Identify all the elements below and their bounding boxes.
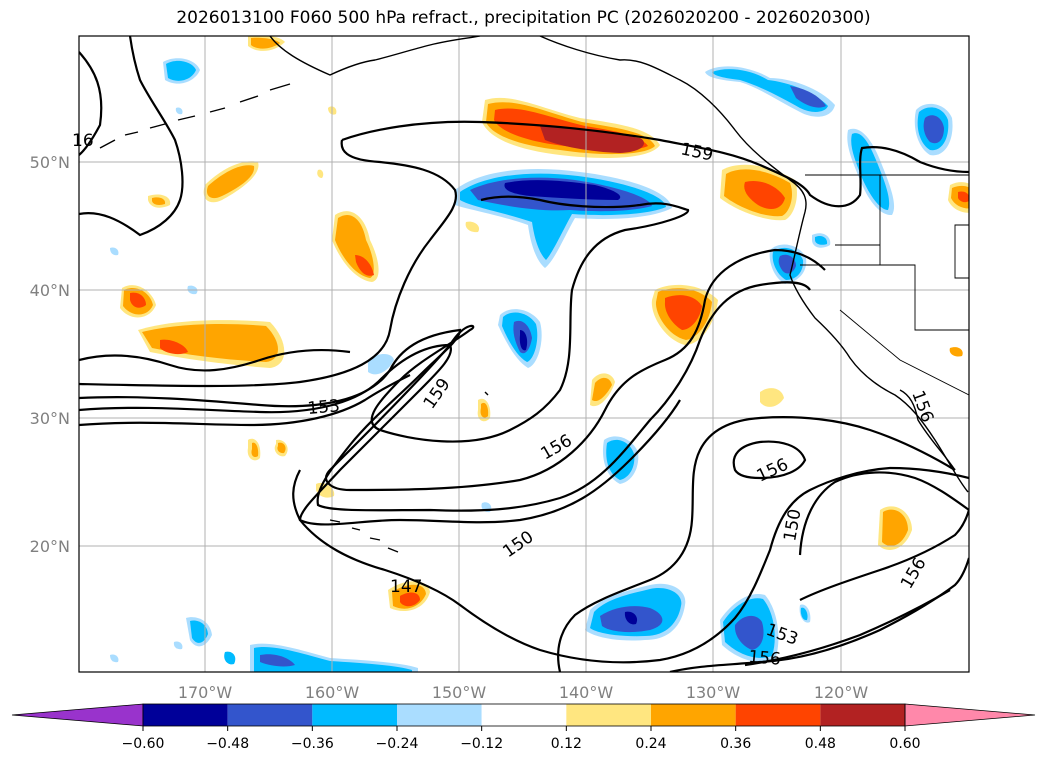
graticule — [79, 36, 969, 672]
colorbar-segment — [397, 704, 482, 726]
colorbar-segment — [227, 704, 313, 726]
contour-label: 156 — [748, 647, 782, 670]
colorbar-tick-label: 0.48 — [805, 736, 836, 752]
lat-label: 50°N — [30, 153, 70, 172]
lat-label: 40°N — [30, 281, 70, 300]
lon-label: 120°W — [814, 683, 869, 702]
colorbar-tick-label: −0.36 — [291, 736, 334, 752]
colorbar-extend-low — [11, 703, 144, 727]
colorbar-outline — [142, 703, 906, 727]
map-frame — [78, 35, 970, 673]
height-contours — [79, 36, 969, 672]
colorbar-segment — [143, 704, 228, 726]
colorbar-extend-high — [904, 703, 1036, 727]
lat-label: 20°N — [30, 537, 70, 556]
colorbar-segment — [820, 704, 905, 726]
map-title: 2026013100 F060 500 hPa refract., precip… — [176, 8, 871, 28]
lon-label: 160°W — [305, 683, 360, 702]
contour-label: 16 — [72, 131, 94, 151]
colorbar-tick-label: 0.24 — [635, 736, 666, 752]
colorbar-segment — [735, 704, 821, 726]
precip-positive-fills — [120, 36, 969, 612]
colorbar-tick-label: 0.12 — [551, 736, 582, 752]
political-borders — [800, 174, 969, 396]
colorbar-segment — [651, 704, 736, 726]
colorbar-tick-label: 0.60 — [889, 736, 920, 752]
colorbar-tick-label: −0.24 — [376, 736, 419, 752]
colorbar-segment — [312, 704, 397, 726]
contour-label: 147 — [390, 577, 422, 597]
lat-label: 30°N — [30, 409, 70, 428]
lon-label: 130°W — [686, 683, 741, 702]
longitude-labels: 170°W 160°W 150°W 140°W 130°W 120°W — [178, 683, 869, 702]
latitude-labels: 50°N 40°N 30°N 20°N — [30, 153, 70, 556]
colorbar: −0.60 −0.48 −0.36 −0.24 −0.12 0.12 0.24 0.36 0.4… — [11, 703, 1036, 752]
lon-label: 150°W — [432, 683, 487, 702]
colorbar-tick-label: 0.36 — [720, 736, 751, 752]
colorbar-tick-label: −0.60 — [122, 736, 165, 752]
colorbar-segment — [566, 704, 651, 726]
colorbar-segment — [481, 704, 567, 726]
precip-negative-fills — [110, 58, 953, 672]
colorbar-tick-label: −0.12 — [460, 736, 503, 752]
colorbar-tick-label: −0.48 — [206, 736, 249, 752]
lon-label: 140°W — [559, 683, 614, 702]
lon-label: 170°W — [178, 683, 233, 702]
contour-label: 153 — [307, 396, 341, 419]
